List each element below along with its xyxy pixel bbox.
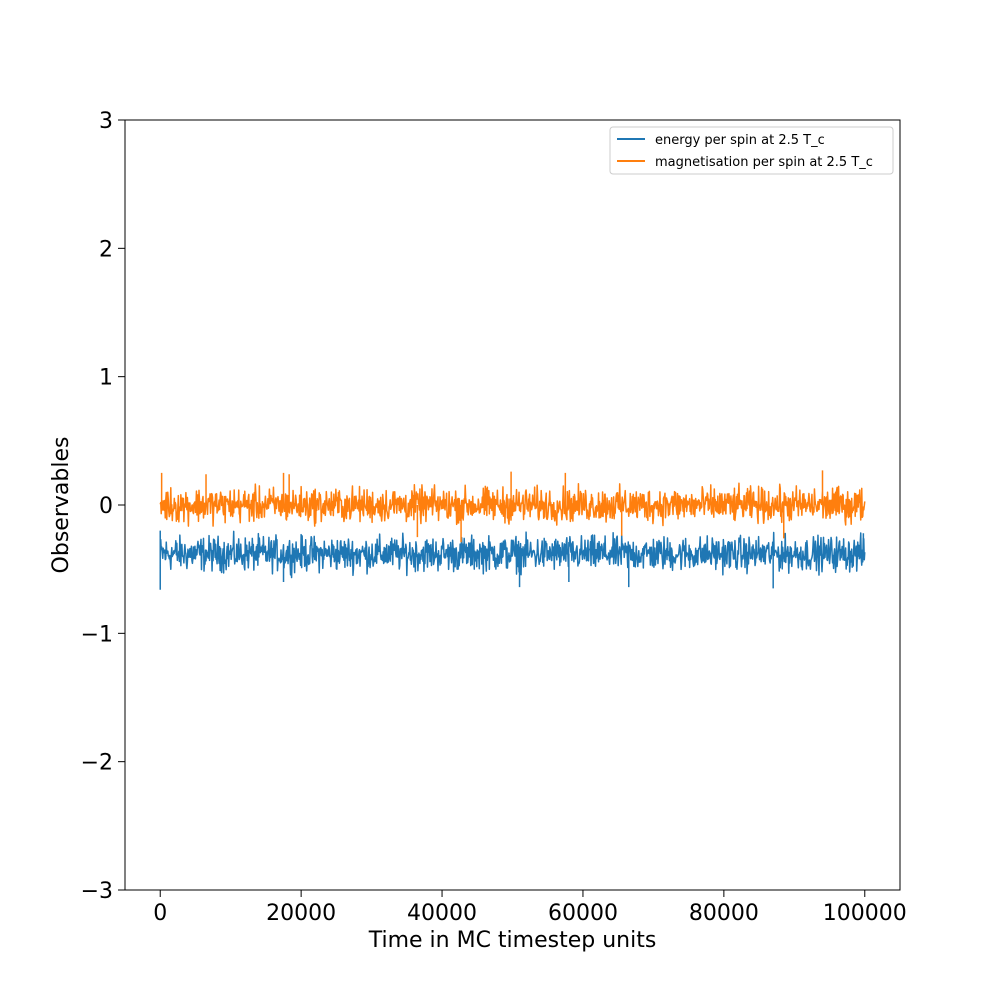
y-tick-label: −3: [81, 879, 113, 904]
x-axis-label: Time in MC timestep units: [368, 928, 657, 953]
series-line-energy: [159, 530, 866, 590]
legend-box: [609, 126, 894, 175]
x-tick-label: 40000: [407, 901, 477, 926]
legend: energy per spin at 2.5 T_c magnetisation …: [609, 126, 894, 175]
legend-label: magnetisation per spin at 2.5 T_c: [655, 155, 873, 170]
y-tick-label: 2: [99, 237, 113, 262]
x-tick-label: 20000: [266, 901, 336, 926]
legend-label: energy per spin at 2.5 T_c: [655, 133, 825, 148]
x-axis: 0 20000 40000 60000 80000 100000: [153, 890, 907, 926]
x-tick-label: 0: [153, 901, 167, 926]
y-axis: −3 −2 −1 0 1 2 3: [81, 109, 125, 904]
y-tick-label: −2: [81, 751, 113, 776]
x-tick-label: 60000: [548, 901, 618, 926]
y-tick-label: −1: [81, 622, 113, 647]
y-tick-label: 3: [99, 109, 113, 134]
y-axis-label: Observables: [49, 437, 74, 574]
series-layer: [159, 470, 866, 590]
series-line-magnetisation: [159, 470, 866, 543]
x-tick-label: 100000: [823, 901, 907, 926]
y-tick-label: 0: [99, 494, 113, 519]
y-tick-label: 1: [99, 366, 113, 391]
x-tick-label: 80000: [689, 901, 759, 926]
